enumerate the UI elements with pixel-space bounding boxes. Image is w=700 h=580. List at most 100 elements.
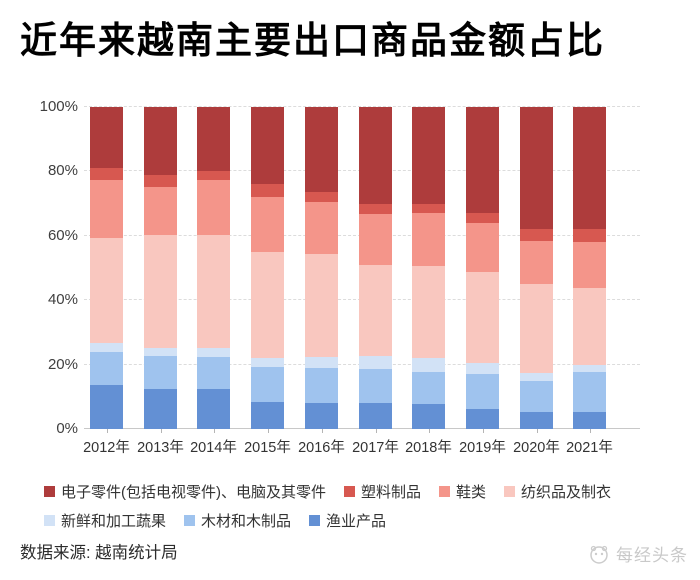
legend-label: 鞋类 — [456, 484, 487, 501]
bar-segment — [359, 369, 392, 404]
x-axis-tick — [160, 429, 162, 433]
legend: 电子零件(包括电视零件)、电脑及其零件 塑料制品 鞋类 纺织品及制衣新鲜和加工蔬果 木材… — [44, 481, 676, 531]
x-axis-label: 2012年 — [83, 440, 130, 456]
bar-segment — [305, 202, 338, 254]
bar-segment — [573, 411, 606, 429]
bar-segment — [466, 363, 499, 374]
bar-segment — [520, 107, 553, 230]
bar-segment — [412, 212, 445, 266]
bar-segment — [197, 107, 230, 172]
y-axis-label: 100% — [39, 98, 78, 115]
bar-segment — [90, 168, 123, 181]
bar-segment — [466, 223, 499, 272]
x-axis-label: 2019年 — [459, 440, 506, 456]
legend-label: 塑料制品 — [361, 484, 422, 501]
bar-segment — [144, 356, 177, 390]
bar-column — [573, 107, 606, 429]
x-axis-tick — [589, 429, 591, 433]
bar-segment — [144, 107, 177, 175]
bar-column — [251, 107, 284, 429]
x-axis-tick — [536, 429, 538, 433]
bar-column — [305, 107, 338, 429]
bar-segment — [573, 107, 606, 230]
bar-segment — [573, 372, 606, 412]
gridline — [84, 106, 640, 107]
bar-segment — [573, 242, 606, 289]
bar-segment — [412, 265, 445, 359]
bar-segment — [90, 180, 123, 239]
bar-segment — [197, 235, 230, 349]
bar-segment — [197, 388, 230, 429]
bar-segment — [90, 343, 123, 353]
x-axis-tick — [106, 429, 108, 433]
bar-segment — [466, 272, 499, 364]
bar-segment — [520, 241, 553, 285]
bar-segment — [412, 358, 445, 372]
bar-segment — [90, 238, 123, 343]
x-axis-tick — [482, 429, 484, 433]
legend-item: 渔业产品 — [309, 510, 386, 531]
legend-swatch — [504, 486, 516, 497]
watermark: 每经头条 — [588, 541, 688, 566]
bar-segment — [144, 389, 177, 429]
legend-label: 木材和木制品 — [201, 513, 292, 530]
bar-segment — [520, 229, 553, 242]
bar-segment — [305, 192, 338, 203]
bar-segment — [305, 253, 338, 357]
x-axis-tick — [267, 429, 269, 433]
x-axis-label: 2018年 — [405, 440, 452, 456]
bar-segment — [305, 367, 338, 403]
bar-column — [197, 107, 230, 429]
x-axis-label: 2013年 — [137, 440, 184, 456]
bar-segment — [251, 184, 284, 198]
bar-segment — [573, 364, 606, 373]
legend-label: 电子零件(包括电视零件)、电脑及其零件 — [61, 484, 326, 501]
legend-swatch — [439, 486, 451, 497]
bar-segment — [251, 197, 284, 252]
bar-segment — [466, 107, 499, 214]
y-axis-label: 40% — [47, 291, 78, 309]
bar-segment — [412, 107, 445, 204]
bar-segment — [144, 186, 177, 236]
bar-segment — [251, 107, 284, 185]
legend-swatch — [44, 486, 55, 497]
bar-segment — [197, 171, 230, 181]
y-axis-label: 20% — [47, 355, 78, 373]
bar-segment — [359, 403, 392, 429]
bar-segment — [573, 288, 606, 365]
watermark-text: 每经头条 — [616, 546, 688, 565]
bar-segment — [197, 348, 230, 358]
bar-segment — [359, 107, 392, 204]
source-note: 数据来源: 越南统计局 — [20, 544, 178, 562]
y-axis-label: 0% — [56, 420, 78, 437]
bar-segment — [359, 203, 392, 214]
bar-segment — [412, 203, 445, 213]
x-axis-label: 2017年 — [352, 440, 399, 456]
bar-segment — [305, 356, 338, 368]
bar-segment — [412, 371, 445, 404]
legend-swatch — [344, 486, 355, 497]
bar-segment — [251, 357, 284, 367]
bar-segment — [466, 409, 499, 429]
bar-column — [466, 107, 499, 429]
bar-segment — [90, 107, 123, 169]
x-axis-label: 2020年 — [513, 440, 560, 456]
bar-column — [90, 107, 123, 429]
x-axis-tick — [428, 429, 430, 433]
bar-segment — [466, 213, 499, 224]
legend-item: 电子零件(包括电视零件)、电脑及其零件 — [44, 481, 326, 502]
y-axis-label: 60% — [47, 226, 78, 244]
bar-segment — [573, 229, 606, 243]
bar-segment — [520, 381, 553, 412]
bar-segment — [305, 107, 338, 193]
x-axis-label: 2021年 — [566, 440, 613, 456]
bar-segment — [359, 265, 392, 357]
bar-segment — [144, 348, 177, 357]
bar-segment — [251, 366, 284, 402]
legend-label: 纺织品及制衣 — [521, 484, 612, 501]
legend-item: 新鲜和加工蔬果 — [44, 510, 166, 531]
legend-item: 鞋类 — [439, 481, 486, 502]
bar-segment — [144, 235, 177, 349]
y-axis-label: 80% — [47, 162, 78, 180]
